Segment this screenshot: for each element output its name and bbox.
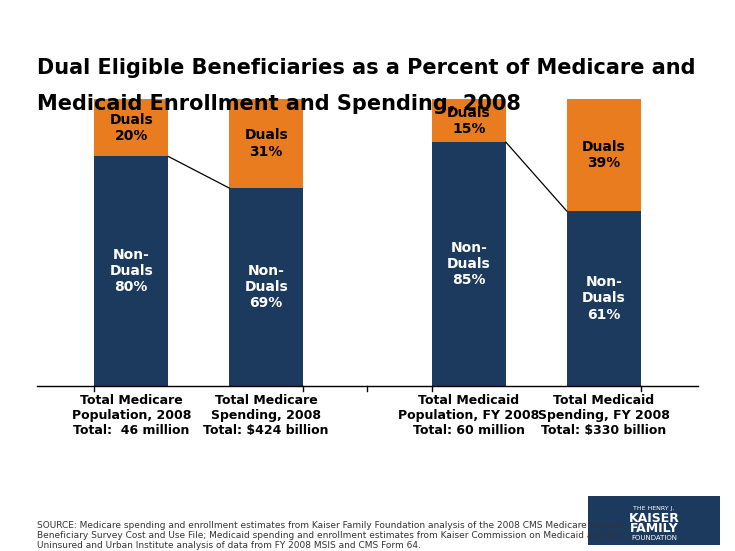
Text: Medicaid Enrollment and Spending, 2008: Medicaid Enrollment and Spending, 2008: [37, 94, 520, 114]
Text: FOUNDATION: FOUNDATION: [631, 535, 677, 541]
Text: Total Medicaid
Population, FY 2008
Total: 60 million: Total Medicaid Population, FY 2008 Total…: [398, 394, 539, 437]
Bar: [431, 99, 506, 142]
Text: Duals
15%: Duals 15%: [447, 106, 491, 136]
Bar: [229, 99, 304, 188]
Bar: [567, 99, 641, 211]
Text: Total Medicare
Population, 2008
Total:  46 million: Total Medicare Population, 2008 Total: 4…: [71, 394, 191, 437]
Text: THE HENRY J.: THE HENRY J.: [634, 506, 675, 511]
Text: Duals
31%: Duals 31%: [244, 128, 288, 159]
Text: FAMILY: FAMILY: [630, 522, 678, 534]
Text: Dual Eligible Beneficiaries as a Percent of Medicare and: Dual Eligible Beneficiaries as a Percent…: [37, 58, 695, 78]
Bar: [229, 188, 304, 386]
Text: Non-
Duals
85%: Non- Duals 85%: [447, 241, 491, 287]
Text: Duals
20%: Duals 20%: [110, 113, 153, 143]
Text: SOURCE: Medicare spending and enrollment estimates from Kaiser Family Foundation: SOURCE: Medicare spending and enrollment…: [37, 521, 623, 550]
Bar: [431, 142, 506, 386]
Text: Duals
39%: Duals 39%: [582, 140, 625, 170]
Bar: [94, 156, 168, 386]
Bar: [94, 99, 168, 156]
Bar: [567, 211, 641, 386]
Text: Non-
Duals
80%: Non- Duals 80%: [110, 248, 153, 294]
Text: Non-
Duals
69%: Non- Duals 69%: [244, 263, 288, 310]
Text: KAISER: KAISER: [628, 512, 680, 525]
Text: Non-
Duals
61%: Non- Duals 61%: [582, 275, 625, 322]
Text: Total Medicaid
Spending, FY 2008
Total: $330 billion: Total Medicaid Spending, FY 2008 Total: …: [538, 394, 670, 437]
Text: Total Medicare
Spending, 2008
Total: $424 billion: Total Medicare Spending, 2008 Total: $42…: [204, 394, 329, 437]
